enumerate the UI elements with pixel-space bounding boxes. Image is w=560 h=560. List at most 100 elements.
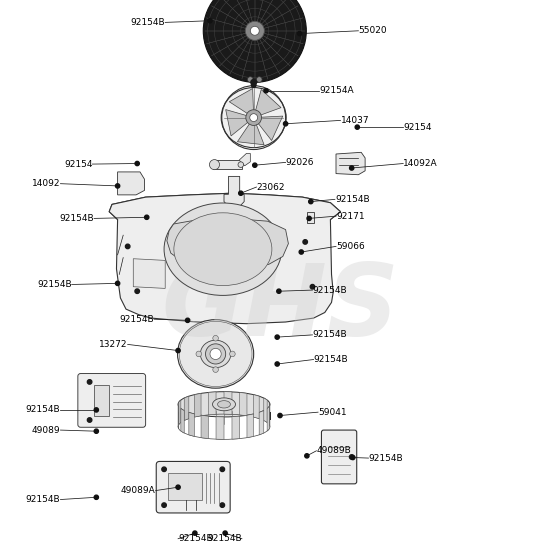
Circle shape	[305, 454, 309, 458]
Polygon shape	[208, 392, 216, 415]
Circle shape	[245, 21, 264, 40]
Circle shape	[193, 531, 197, 535]
Text: 49089A: 49089A	[121, 486, 156, 495]
Polygon shape	[254, 395, 259, 419]
Polygon shape	[247, 414, 254, 438]
Polygon shape	[184, 396, 189, 421]
Text: 92154: 92154	[403, 123, 432, 132]
Circle shape	[135, 161, 139, 166]
Circle shape	[223, 531, 227, 535]
Polygon shape	[216, 417, 224, 440]
Circle shape	[115, 184, 120, 188]
Polygon shape	[255, 90, 281, 115]
Circle shape	[162, 503, 166, 507]
Polygon shape	[240, 393, 247, 416]
Text: 92154B: 92154B	[312, 286, 347, 295]
Polygon shape	[80, 375, 144, 426]
Circle shape	[310, 284, 315, 289]
Polygon shape	[269, 402, 270, 427]
Circle shape	[203, 0, 306, 82]
Circle shape	[115, 281, 120, 286]
Ellipse shape	[178, 391, 270, 417]
Polygon shape	[267, 407, 269, 431]
FancyBboxPatch shape	[78, 374, 146, 427]
Circle shape	[213, 367, 218, 372]
Polygon shape	[167, 218, 288, 268]
Polygon shape	[109, 193, 340, 227]
Polygon shape	[194, 393, 201, 417]
Text: 92154B: 92154B	[37, 280, 72, 289]
Circle shape	[209, 160, 220, 170]
Circle shape	[275, 362, 279, 366]
Circle shape	[307, 216, 311, 221]
Circle shape	[125, 244, 130, 249]
Circle shape	[176, 348, 180, 353]
Circle shape	[264, 88, 268, 93]
Text: 92154A: 92154A	[319, 86, 354, 95]
Circle shape	[256, 77, 262, 82]
Circle shape	[162, 467, 166, 472]
Circle shape	[135, 289, 139, 293]
Polygon shape	[232, 416, 240, 439]
Circle shape	[87, 380, 92, 384]
Text: 14092: 14092	[32, 179, 60, 188]
Text: 14092A: 14092A	[403, 159, 438, 168]
Polygon shape	[336, 152, 365, 175]
Circle shape	[250, 114, 258, 122]
Text: 49089B: 49089B	[316, 446, 351, 455]
Polygon shape	[213, 160, 242, 169]
Polygon shape	[133, 259, 165, 288]
Text: 92154B: 92154B	[26, 495, 60, 504]
Circle shape	[220, 467, 225, 472]
Polygon shape	[258, 116, 283, 141]
Polygon shape	[224, 176, 244, 210]
Circle shape	[238, 162, 244, 167]
Polygon shape	[181, 409, 184, 433]
Ellipse shape	[164, 203, 282, 296]
Ellipse shape	[174, 213, 272, 286]
Polygon shape	[201, 416, 208, 438]
Circle shape	[206, 344, 226, 364]
Circle shape	[299, 250, 304, 254]
Text: 92154B: 92154B	[207, 534, 242, 543]
Text: 92154B: 92154B	[314, 355, 348, 364]
Text: 23062: 23062	[256, 183, 285, 192]
Text: 92154B: 92154B	[312, 330, 347, 339]
Circle shape	[275, 335, 279, 339]
Text: 92154: 92154	[64, 160, 92, 169]
Circle shape	[278, 413, 282, 418]
Circle shape	[196, 351, 202, 357]
Polygon shape	[118, 172, 144, 195]
Circle shape	[351, 455, 355, 460]
Circle shape	[309, 199, 313, 204]
Circle shape	[220, 503, 225, 507]
Circle shape	[185, 318, 190, 323]
Text: 92154B: 92154B	[178, 534, 213, 543]
Ellipse shape	[221, 87, 286, 148]
Circle shape	[208, 18, 212, 23]
Ellipse shape	[218, 400, 230, 408]
Circle shape	[251, 83, 256, 87]
Polygon shape	[226, 110, 249, 136]
Polygon shape	[224, 391, 232, 414]
Polygon shape	[178, 404, 179, 429]
Circle shape	[94, 408, 99, 412]
Circle shape	[349, 455, 354, 459]
Text: 59066: 59066	[336, 242, 365, 251]
Text: 14037: 14037	[340, 116, 369, 125]
Text: 92171: 92171	[336, 212, 365, 221]
Ellipse shape	[200, 340, 231, 367]
Circle shape	[250, 26, 259, 35]
Polygon shape	[229, 88, 254, 114]
Polygon shape	[237, 123, 264, 145]
Circle shape	[253, 163, 257, 167]
Circle shape	[277, 289, 281, 293]
Circle shape	[213, 335, 218, 341]
Text: 92154B: 92154B	[59, 214, 94, 223]
Text: 92154B: 92154B	[130, 18, 165, 27]
Circle shape	[230, 351, 235, 357]
Polygon shape	[307, 212, 314, 223]
Text: 13272: 13272	[99, 340, 128, 349]
Polygon shape	[189, 412, 194, 436]
Polygon shape	[168, 473, 202, 500]
